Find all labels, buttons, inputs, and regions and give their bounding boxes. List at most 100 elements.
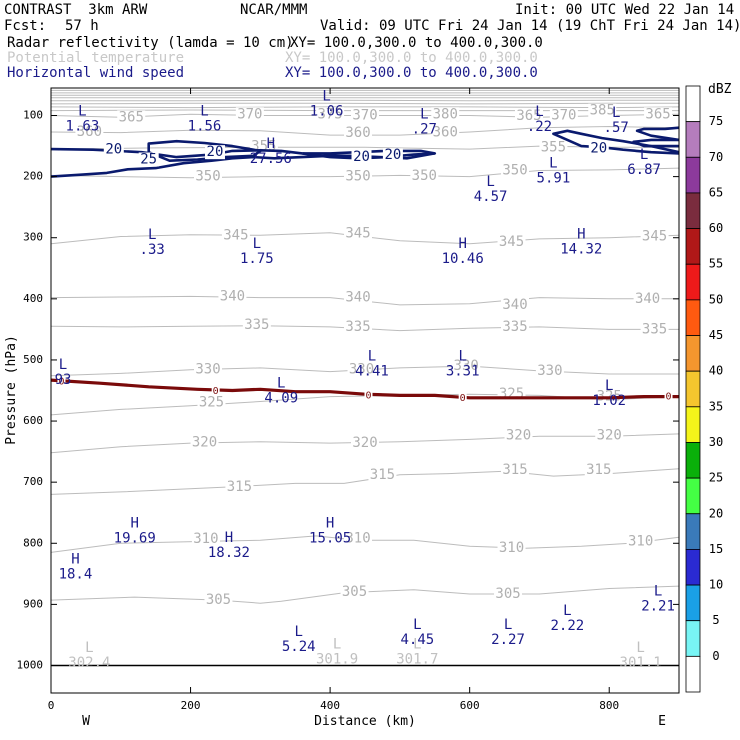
theta-label: 315 bbox=[502, 462, 527, 478]
extremum-value: 302.4 bbox=[68, 655, 110, 671]
colorbar-swatch bbox=[685, 513, 701, 550]
theta-label: 350 bbox=[345, 169, 370, 185]
theta-label-bg bbox=[75, 125, 104, 139]
theta-label: 320 bbox=[352, 435, 377, 451]
freezing-label: 0 bbox=[365, 390, 371, 401]
theta-label-bg bbox=[584, 462, 613, 477]
colorbar-swatch bbox=[685, 85, 701, 123]
extremum-value: 5.24 bbox=[282, 639, 316, 655]
extremum-value: 1.02 bbox=[592, 393, 626, 409]
colorbar-swatch bbox=[685, 584, 701, 622]
theta-label: 330 bbox=[195, 362, 220, 378]
extremum-value: 3.31 bbox=[446, 364, 480, 380]
theta-label-bg bbox=[221, 228, 250, 243]
theta-label-bg bbox=[344, 319, 373, 334]
extremum-value: 10.46 bbox=[442, 251, 484, 267]
extremum-marker: L bbox=[535, 104, 543, 120]
theta-label-bg bbox=[501, 163, 530, 178]
theta-label-bg bbox=[535, 363, 564, 378]
theta-label-bg bbox=[190, 435, 219, 450]
theta-label: 360 bbox=[433, 125, 458, 141]
unit-label: dBZ bbox=[708, 82, 732, 97]
extremum-value: 2.21 bbox=[641, 598, 675, 614]
freezing-line bbox=[50, 378, 679, 400]
theta-label-bg bbox=[197, 395, 226, 410]
extremum-value: .22 bbox=[527, 119, 552, 135]
extremum-value: .33 bbox=[140, 242, 165, 258]
theta-label-bg bbox=[431, 107, 460, 122]
theta-label-bg bbox=[588, 103, 617, 118]
colorbar-level-label: 0 bbox=[712, 649, 719, 663]
colorbar-swatch bbox=[685, 655, 701, 693]
wind-label-bg bbox=[138, 152, 159, 167]
theta-label: 380 bbox=[433, 106, 458, 122]
colorbar-level-label: 20 bbox=[709, 506, 723, 520]
field-theta-xy: XY= 100.0,300.0 to 400.0,300.0 bbox=[285, 50, 538, 66]
theta-label-bg bbox=[235, 107, 264, 122]
wind-contour-20 bbox=[632, 138, 679, 148]
colorbar-swatch bbox=[685, 549, 701, 586]
theta-label: 315 bbox=[370, 467, 395, 483]
theta-label: 335 bbox=[345, 319, 370, 335]
theta-label: 315 bbox=[586, 462, 611, 478]
extremum-marker: L bbox=[78, 104, 86, 120]
colorbar-level-label: 35 bbox=[709, 399, 723, 413]
theta-label-bg bbox=[117, 110, 146, 125]
theta-label: 385 bbox=[590, 103, 615, 119]
extremum-value: 15.05 bbox=[309, 530, 351, 546]
center-name: NCAR/MMM bbox=[240, 2, 308, 18]
extremum-value: 93 bbox=[55, 372, 72, 388]
theta-label-bg bbox=[501, 297, 530, 312]
theta-label-bg bbox=[242, 318, 271, 333]
extremum-value: 4.41 bbox=[355, 364, 389, 380]
colorbar-swatch bbox=[685, 620, 701, 657]
theta-label: 340 bbox=[220, 288, 245, 304]
y-tick-label: 600 bbox=[23, 414, 43, 427]
theta-label: 365 bbox=[516, 108, 541, 124]
theta-label-bg bbox=[344, 290, 373, 305]
theta-label: 340 bbox=[635, 291, 660, 307]
x-tick-label: 400 bbox=[320, 699, 340, 712]
theta-label: 375 bbox=[317, 106, 342, 122]
theta-contour-375 bbox=[50, 106, 680, 109]
theta-label: 305 bbox=[206, 592, 231, 608]
theta-label: 370 bbox=[352, 108, 377, 124]
extremum-marker: L bbox=[549, 156, 557, 172]
colorbar-swatch bbox=[685, 370, 701, 408]
valid-time: Valid: 09 UTC Fri 24 Jan 14 (19 ChT Fri … bbox=[320, 18, 740, 34]
theta-label-bg bbox=[497, 541, 526, 556]
theta-label-bg bbox=[514, 109, 543, 124]
theta-label: 350 bbox=[502, 163, 527, 179]
theta-label: 345 bbox=[642, 229, 667, 245]
theta-label: 335 bbox=[244, 317, 269, 333]
colorbar-level-label: 25 bbox=[709, 471, 723, 485]
field-wind-xy: XY= 100.0,300.0 to 400.0,300.0 bbox=[285, 65, 538, 81]
theta-label-bg bbox=[344, 531, 373, 546]
theta-label-bg bbox=[640, 229, 669, 244]
theta-label-bg bbox=[644, 107, 673, 122]
theta-contour-370 bbox=[50, 109, 679, 112]
forecast-label: Fcst: bbox=[4, 18, 47, 34]
colorbar-level-label: 30 bbox=[709, 435, 723, 449]
theta-label: 310 bbox=[499, 540, 524, 556]
theta-label-bg bbox=[626, 534, 655, 549]
extremum-marker: H bbox=[267, 136, 275, 152]
freezing-label: 0 bbox=[213, 386, 219, 397]
extremum-marker: L bbox=[563, 603, 571, 619]
extremum-marker: H bbox=[326, 515, 334, 531]
extremum-value: 1.56 bbox=[188, 119, 222, 135]
freezing-label-bg bbox=[57, 376, 66, 387]
theta-label: 365 bbox=[119, 109, 144, 125]
freezing-label-bg bbox=[364, 390, 373, 401]
theta-label: 320 bbox=[597, 428, 622, 444]
wind-label: 20 bbox=[105, 142, 122, 158]
extremum-value: 18.4 bbox=[59, 567, 93, 583]
y-tick-label: 800 bbox=[23, 536, 43, 549]
colorbar-swatch bbox=[685, 121, 701, 158]
extremum-marker: L bbox=[504, 617, 512, 633]
extremum-marker: H bbox=[577, 226, 585, 242]
theta-contour-310 bbox=[50, 535, 680, 553]
theta-label: 360 bbox=[77, 124, 102, 140]
colorbar-level-label: 50 bbox=[709, 292, 723, 306]
